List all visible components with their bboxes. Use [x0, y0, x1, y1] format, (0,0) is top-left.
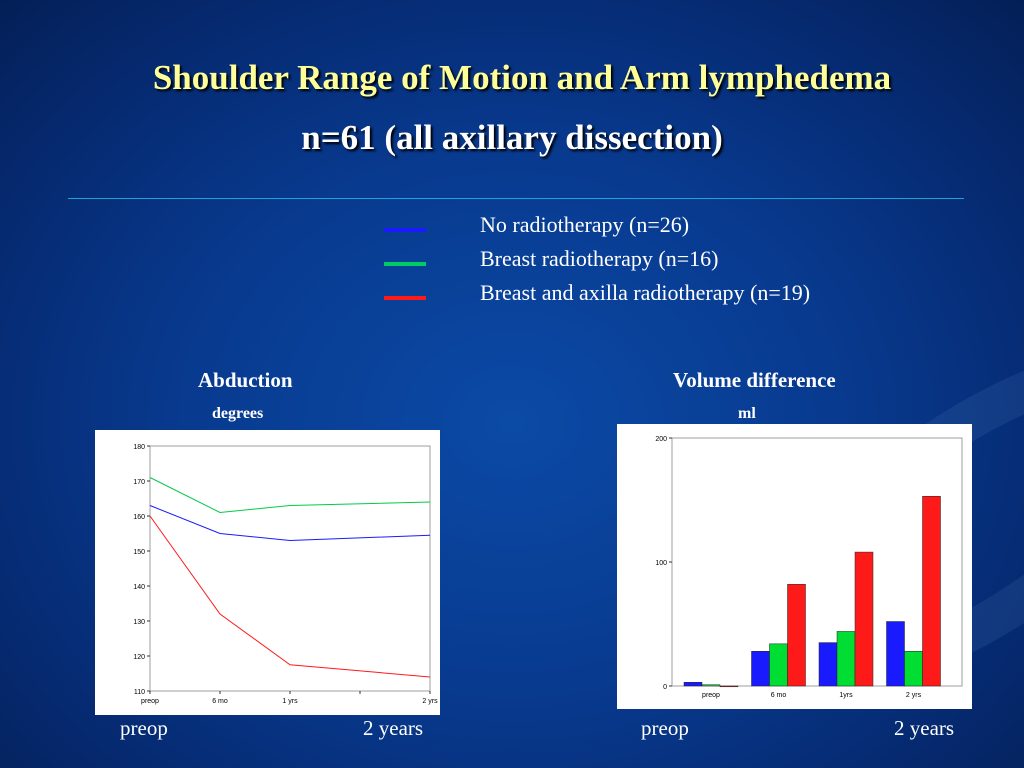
volume-chart-panel: 0 100 200 preop 6 mo 1yrs 2 yrs — [617, 424, 972, 709]
bar — [886, 621, 905, 687]
slide-title: Shoulder Range of Motion and Arm lymphed… — [152, 58, 892, 97]
volume-foot-right: 2 years — [894, 716, 955, 740]
x-tick-label: 1yrs — [839, 692, 853, 699]
bar — [701, 684, 721, 687]
y-tick-label: 100 — [655, 560, 667, 567]
abduction-chart-panel: 110 120 130 140 150 160 170 180 preop 6 mo 1 yrs 2 … — [95, 430, 440, 715]
x-tick-label: 2 yrs — [422, 698, 438, 705]
slide-subtitle: n=61 (all axillary dissection) — [301, 118, 723, 157]
series-line — [149, 515, 431, 678]
x-tick-label: 1 yrs — [282, 698, 298, 705]
x-tick-label: 6 mo — [212, 698, 228, 705]
bar — [683, 682, 703, 687]
series-line — [149, 505, 431, 542]
series-line — [149, 477, 431, 514]
y-tick-label: 120 — [133, 654, 145, 661]
bar — [751, 651, 770, 687]
y-tick-label: 170 — [133, 479, 145, 486]
x-tick-label: 2 yrs — [906, 692, 922, 699]
abduction-heading: Abduction — [198, 368, 293, 392]
bar — [836, 631, 856, 687]
abduction-unit: degrees — [212, 405, 264, 422]
legend-label-breast-axilla-radiotherapy: Breast and axilla radiotherapy (n=19) — [480, 280, 811, 305]
bar — [854, 551, 874, 687]
x-tick-label: 6 mo — [771, 692, 787, 699]
legend-swatch-breast-radiotherapy — [384, 262, 426, 266]
y-tick-label: 0 — [663, 684, 667, 691]
legend-label-breast-radiotherapy: Breast radiotherapy (n=16) — [480, 246, 719, 271]
y-tick-label: 140 — [133, 584, 145, 591]
plot-frame — [671, 437, 963, 687]
y-tick-label: 110 — [134, 689, 145, 696]
abduction-foot-left: preop — [120, 716, 168, 740]
legend-swatch-no-radiotherapy — [384, 228, 426, 232]
y-tick-label: 180 — [133, 444, 145, 451]
volume-foot-left: preop — [641, 716, 689, 740]
abduction-foot-right: 2 years — [363, 716, 424, 740]
legend-label-no-radiotherapy: No radiotherapy (n=26) — [480, 212, 690, 237]
volume-heading: Volume difference — [673, 368, 836, 392]
x-tick-label: preop — [702, 692, 720, 699]
y-tick-label: 200 — [655, 436, 667, 443]
abduction-line-chart: 110 120 130 140 150 160 170 180 preop 6 mo 1 yrs 2 … — [133, 444, 438, 705]
volume-unit: ml — [738, 405, 756, 422]
y-tick-label: 130 — [133, 619, 145, 626]
bar — [719, 685, 739, 688]
bar — [904, 651, 923, 687]
bar — [787, 584, 806, 687]
legend-swatch-breast-axilla-radiotherapy — [384, 296, 426, 300]
bar — [922, 496, 941, 687]
y-tick-label: 160 — [133, 514, 145, 521]
volume-bar-chart: 0 100 200 preop 6 mo 1yrs 2 yrs — [655, 436, 963, 699]
title-divider — [68, 198, 964, 199]
x-tick-label: preop — [141, 698, 159, 705]
plot-frame — [149, 445, 431, 692]
bar — [769, 643, 788, 687]
y-tick-label: 150 — [133, 549, 145, 556]
bar — [818, 642, 838, 687]
